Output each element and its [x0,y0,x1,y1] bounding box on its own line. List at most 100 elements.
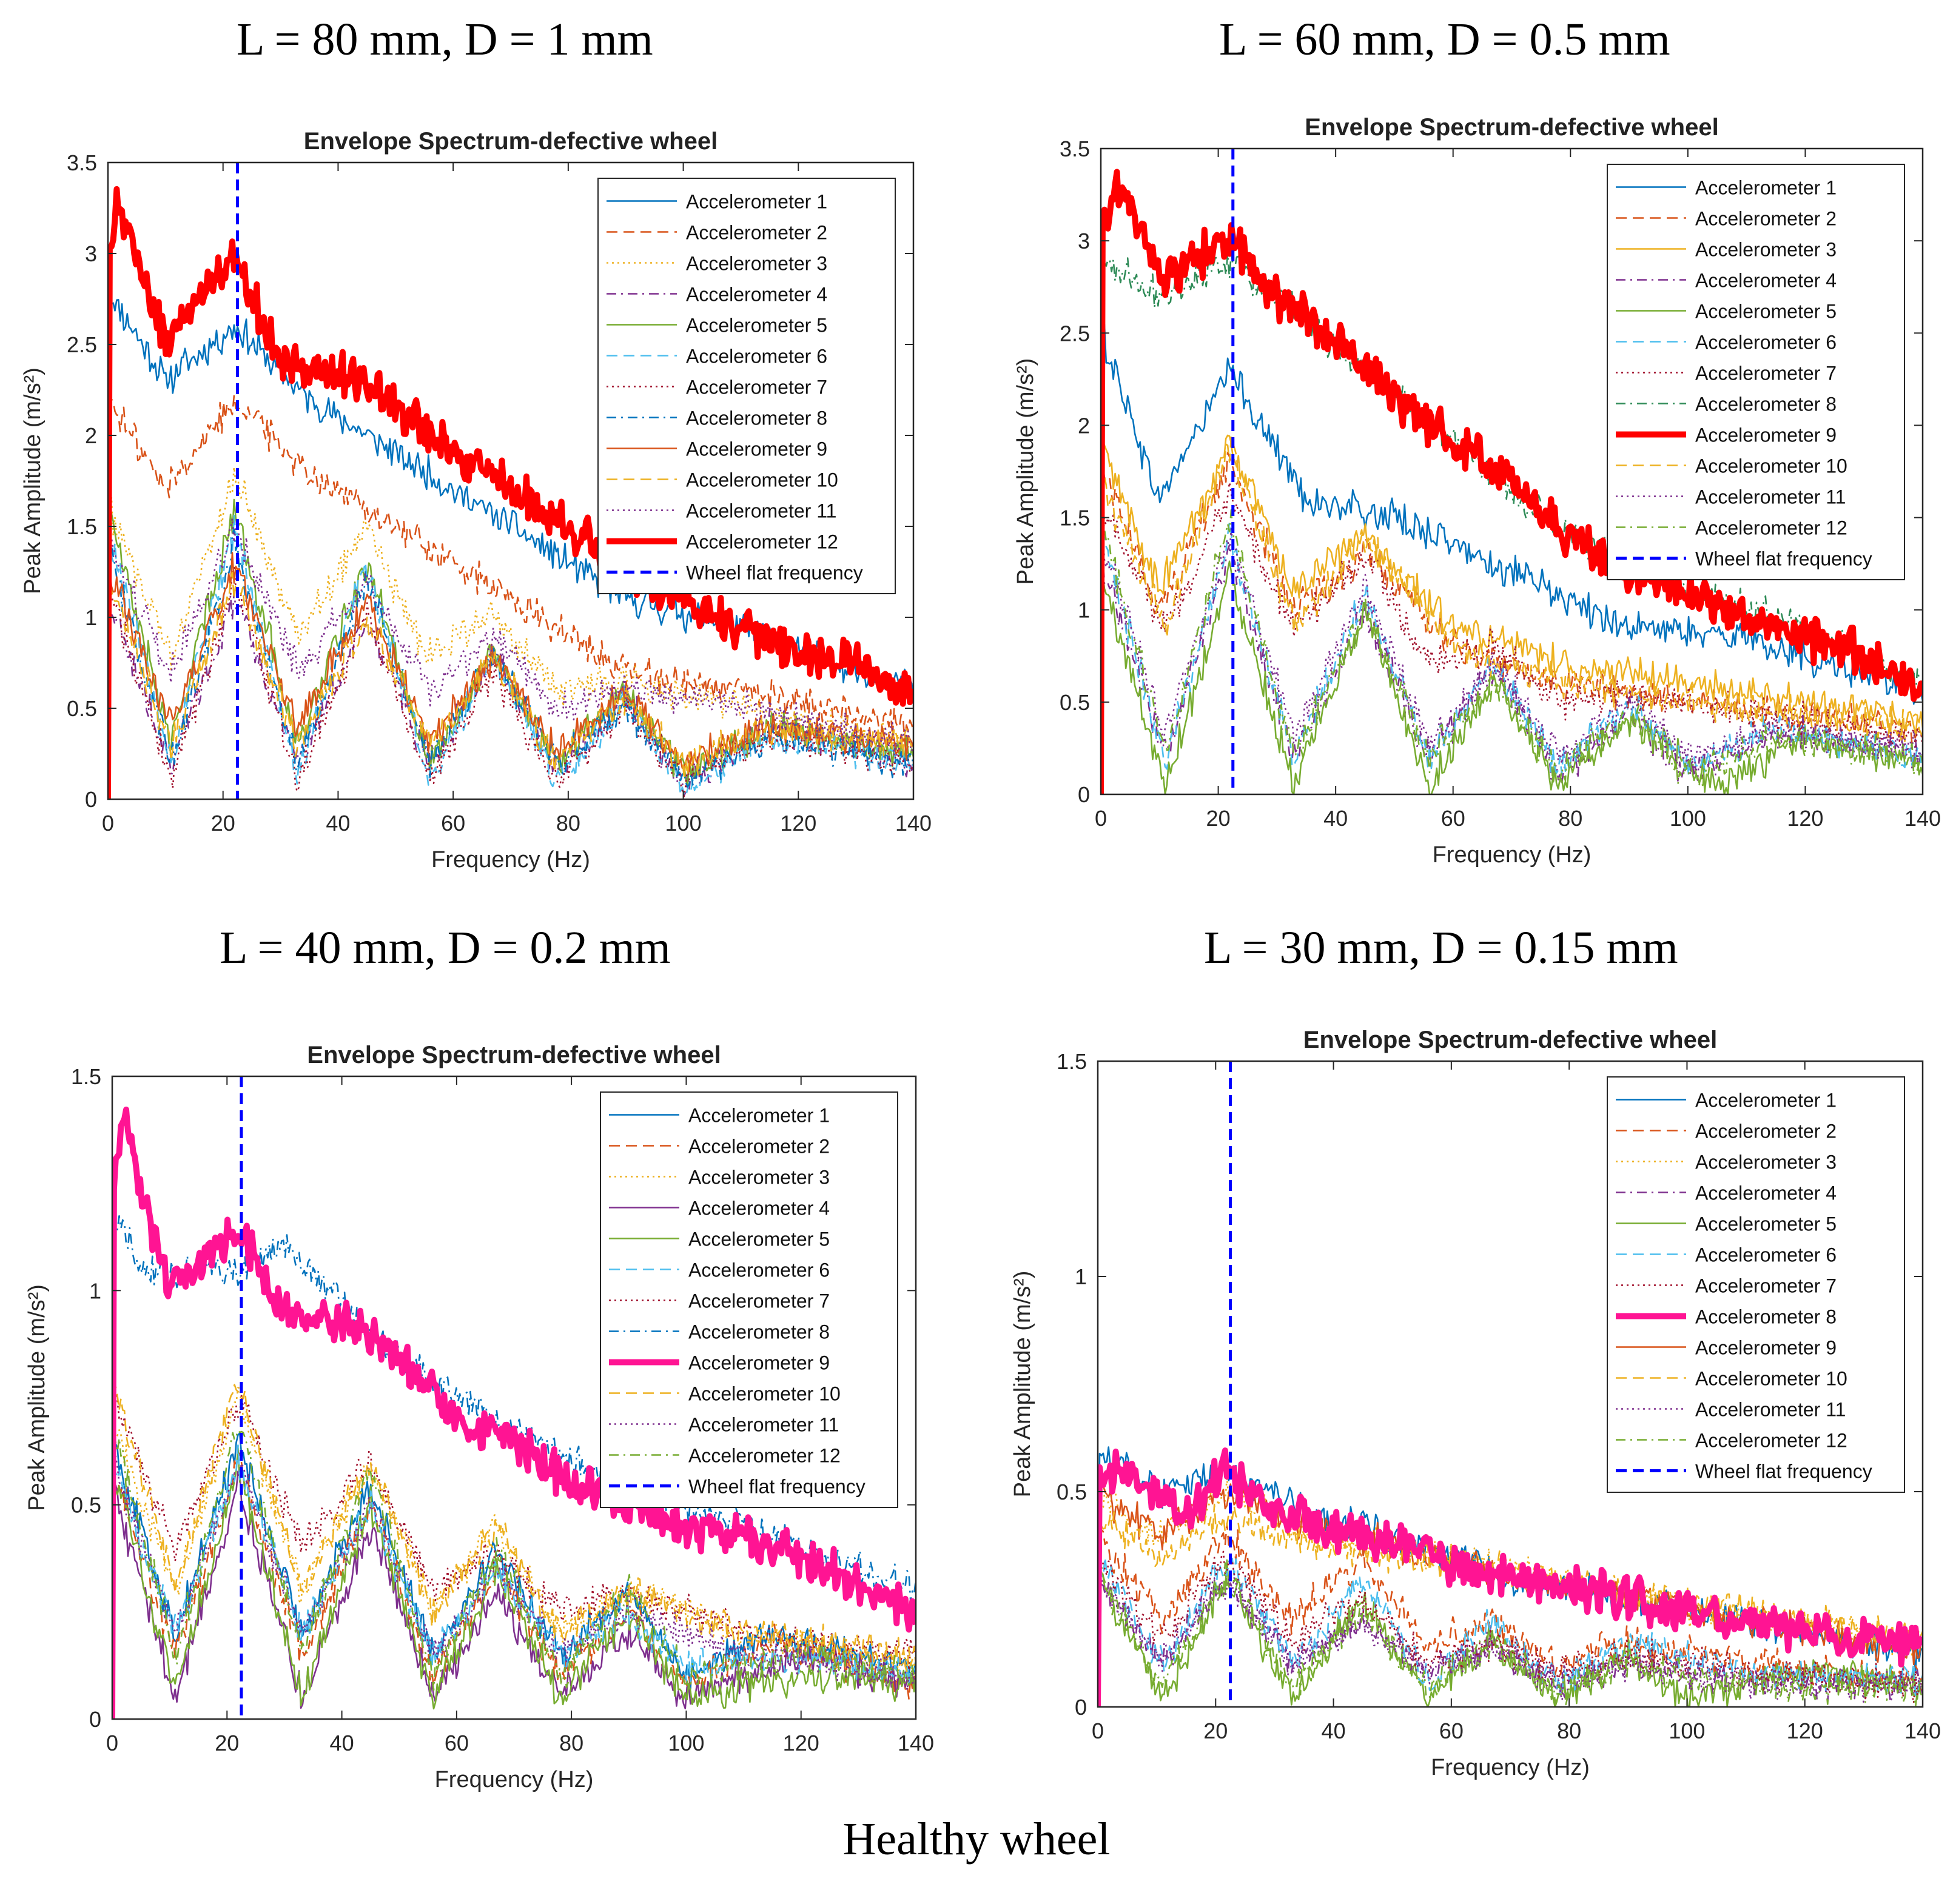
axes-box [1100,147,1924,796]
legend-label: Accelerometer 11 [688,1414,839,1436]
y-tick-label: 3.5 [1060,136,1090,161]
series-line-accelerometer-7 [112,1392,916,1719]
legend-label: Accelerometer 4 [1695,1182,1837,1204]
legend-label: Accelerometer 3 [1695,1151,1837,1173]
legend: Accelerometer 1 Accelerometer 2 Accelerome… [1607,164,1905,580]
x-tick-label: 80 [556,811,580,836]
series-line-accelerometer-6 [112,1444,916,1719]
y-tick-label: 1.5 [67,514,97,539]
case-title-1: L = 80 mm, D = 1 mm [237,14,653,65]
legend-label: Accelerometer 9 [686,438,827,460]
series-line-accelerometer-8 [108,528,913,799]
y-tick-label: 0.5 [67,696,97,721]
legend-label: Wheel flat frequency [1695,548,1872,570]
series-group [108,163,913,799]
series-line-accelerometer-12 [1101,509,1923,794]
legend-label: Accelerometer 12 [1695,1430,1847,1452]
legend-label: Accelerometer 5 [688,1229,830,1250]
legend-label: Accelerometer 6 [686,346,827,367]
x-tick-label: 0 [102,811,114,836]
x-tick-label: 20 [1203,1718,1228,1743]
x-tick-label: 0 [106,1731,118,1755]
x-tick-label: 20 [1206,806,1231,831]
x-tick-label: 80 [1557,1718,1581,1743]
series-line-accelerometer-11 [108,517,913,799]
y-axis-label: Peak Amplitude (m/s²) [1013,358,1038,585]
y-tick-label: 0 [89,1707,101,1732]
legend: Accelerometer 1 Accelerometer 2 Accelerome… [1607,1076,1905,1493]
legend-label: Accelerometer 3 [686,253,827,275]
legend-label: Accelerometer 7 [1695,363,1837,384]
series-line-accelerometer-6 [1101,521,1923,794]
series-line-accelerometer-7 [1101,481,1923,794]
y-tick-label: 0 [85,787,97,812]
legend-label: Wheel flat frequency [1695,1461,1872,1483]
legend-label: Accelerometer 10 [688,1383,841,1405]
y-tick-label: 3 [1078,229,1090,253]
chart-panel-3: Envelope Spectrum-defective wheel 0 20 40 60… [24,1042,934,1792]
legend-label: Accelerometer 6 [1695,1244,1837,1266]
legend-label: Accelerometer 6 [688,1259,830,1281]
x-tick-label: 0 [1095,806,1107,831]
y-tick-label: 1 [89,1278,101,1303]
x-tick-label: 100 [1670,806,1706,831]
legend-label: Accelerometer 1 [688,1105,830,1127]
series-line-accelerometer-4 [112,1470,916,1719]
legend-label: Accelerometer 4 [1695,270,1837,292]
x-tick-label: 40 [1322,1718,1346,1743]
x-axis-label: Frequency (Hz) [1431,1755,1590,1780]
x-tick-label: 60 [445,1731,469,1755]
x-axis-label: Frequency (Hz) [435,1767,594,1792]
series-line-accelerometer-1 [1101,323,1923,794]
x-tick-label: 40 [1323,806,1348,831]
x-tick-label: 0 [1092,1718,1104,1743]
x-tick-label: 60 [1441,806,1465,831]
legend-label: Accelerometer 8 [686,407,827,429]
series-line-accelerometer-5 [1098,1559,1923,1707]
series-line-accelerometer-3 [108,466,913,799]
x-tick-label: 60 [1439,1718,1464,1743]
y-tick-label: 1 [1078,598,1090,623]
y-tick-label: 2 [85,423,97,448]
case-title-3: L = 40 mm, D = 0.2 mm [220,922,671,973]
y-tick-label: 0.5 [71,1493,101,1518]
chart-title: Envelope Spectrum-defective wheel [1303,1027,1717,1053]
legend-label: Accelerometer 2 [1695,1121,1837,1142]
x-tick-label: 20 [215,1731,239,1755]
y-tick-label: 0 [1078,782,1090,807]
x-tick-label: 120 [1787,806,1823,831]
legend-label: Accelerometer 11 [1695,486,1846,508]
x-tick-label: 120 [783,1731,819,1755]
y-axis-label: Peak Amplitude (m/s²) [20,367,45,594]
axes-box [1097,1060,1924,1708]
legend-label: Accelerometer 10 [1695,1368,1847,1390]
legend-box [600,1091,898,1508]
y-axis-label: Peak Amplitude (m/s²) [24,1284,50,1511]
y-tick-label: 3.5 [67,150,97,175]
legend-label: Accelerometer 5 [1695,1213,1837,1235]
legend-label: Wheel flat frequency [686,562,863,584]
x-tick-label: 120 [780,811,816,836]
series-line-accelerometer-9 [108,552,913,799]
legend-label: Accelerometer 10 [1695,455,1847,477]
legend-box [1607,1076,1905,1493]
legend-box [1607,164,1905,580]
y-tick-label: 0.5 [1060,690,1090,715]
x-tick-label: 140 [1904,806,1941,831]
axes-box [107,161,915,800]
legend-label: Accelerometer 4 [686,284,827,306]
y-tick-label: 2.5 [67,332,97,357]
series-line-accelerometer-2 [108,395,913,799]
series-line-accelerometer-11 [1101,528,1923,794]
footer-title: Healthy wheel [842,1814,1111,1865]
legend-label: Accelerometer 2 [1695,208,1837,230]
x-tick-label: 80 [559,1731,583,1755]
legend-label: Accelerometer 9 [1695,424,1837,446]
chart-title: Envelope Spectrum-defective wheel [304,128,718,155]
legend-label: Accelerometer 9 [688,1352,830,1374]
legend-label: Accelerometer 7 [1695,1275,1837,1297]
legend-label: Accelerometer 9 [1695,1337,1837,1359]
y-tick-label: 1 [85,605,97,630]
legend-label: Accelerometer 2 [688,1136,830,1158]
